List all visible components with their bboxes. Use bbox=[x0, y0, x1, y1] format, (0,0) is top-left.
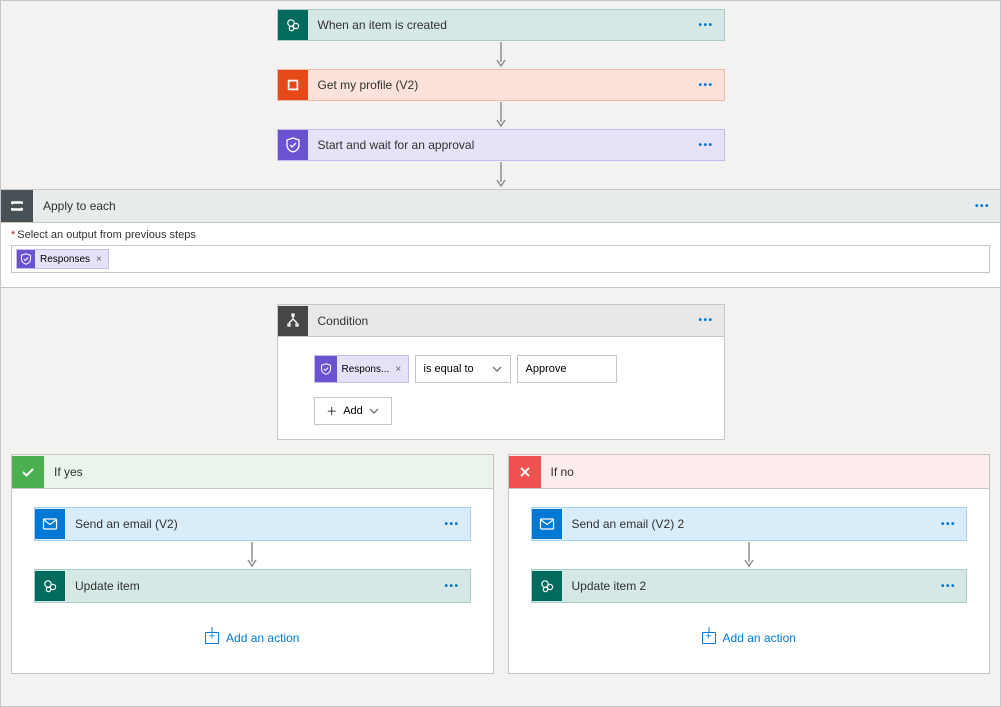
top-flow: When an item is created•••Get my profile… bbox=[1, 1, 1000, 189]
step-email-yes[interactable]: Send an email (V2)••• bbox=[34, 507, 471, 541]
condition-add-button[interactable]: ＋ Add bbox=[314, 397, 392, 425]
add-action-button[interactable]: Add an action bbox=[702, 631, 796, 645]
chevron-down-icon bbox=[492, 366, 502, 372]
check-icon bbox=[12, 456, 44, 488]
ate-token-input[interactable]: Responses × bbox=[11, 245, 990, 273]
arrow-connector bbox=[246, 541, 258, 569]
approval-icon bbox=[17, 250, 35, 268]
condition-value-input[interactable]: Approve bbox=[517, 355, 617, 383]
sharepoint-icon bbox=[278, 10, 308, 40]
add-action-icon bbox=[702, 632, 716, 644]
condition-operator-select[interactable]: is equal to bbox=[415, 355, 511, 383]
arrow-connector bbox=[495, 101, 507, 129]
step-email-no[interactable]: Send an email (V2) 2••• bbox=[531, 507, 968, 541]
condition-row: Respons... × is equal to Approve bbox=[314, 355, 688, 383]
step-title: Send an email (V2) bbox=[65, 517, 434, 531]
loop-icon bbox=[1, 190, 33, 222]
branch-yes-body: Send an email (V2)•••Update item•••Add a… bbox=[12, 489, 493, 673]
step-menu[interactable]: ••• bbox=[688, 140, 723, 151]
branch-no-body: Send an email (V2) 2•••Update item 2•••A… bbox=[509, 489, 990, 673]
apply-to-each-body: *Select an output from previous steps Re… bbox=[1, 223, 1000, 288]
step-menu[interactable]: ••• bbox=[931, 581, 966, 592]
remove-token-icon[interactable]: × bbox=[96, 254, 102, 265]
step-title: Start and wait for an approval bbox=[308, 138, 689, 152]
branch-yes: If yes Send an email (V2)•••Update item•… bbox=[11, 454, 494, 674]
step-update-no[interactable]: Update item 2••• bbox=[531, 569, 968, 603]
sharepoint-icon bbox=[35, 571, 65, 601]
ate-field-label: *Select an output from previous steps bbox=[11, 229, 990, 241]
approval-icon bbox=[315, 356, 337, 382]
branch-yes-header[interactable]: If yes bbox=[12, 455, 493, 489]
condition-card: Condition ••• Respons... × is equal to bbox=[277, 304, 725, 440]
step-menu[interactable]: ••• bbox=[688, 20, 723, 31]
condition-header[interactable]: Condition ••• bbox=[278, 305, 724, 337]
add-action-icon bbox=[205, 632, 219, 644]
condition-body: Respons... × is equal to Approve ＋ Add bbox=[278, 337, 724, 439]
approval-icon bbox=[278, 130, 308, 160]
step-menu[interactable]: ••• bbox=[434, 581, 469, 592]
step-title: Send an email (V2) 2 bbox=[562, 517, 931, 531]
step-update-yes[interactable]: Update item••• bbox=[34, 569, 471, 603]
apply-to-each-menu[interactable]: ••• bbox=[965, 201, 1000, 212]
office-icon bbox=[278, 70, 308, 100]
step-title: Update item bbox=[65, 579, 434, 593]
x-icon bbox=[509, 456, 541, 488]
step-trigger[interactable]: When an item is created••• bbox=[277, 9, 725, 41]
responses-token[interactable]: Responses × bbox=[16, 249, 109, 269]
plus-icon: ＋ bbox=[326, 403, 337, 419]
step-menu[interactable]: ••• bbox=[688, 80, 723, 91]
step-approval[interactable]: Start and wait for an approval••• bbox=[277, 129, 725, 161]
apply-to-each-header[interactable]: Apply to each ••• bbox=[1, 189, 1000, 223]
arrow-connector bbox=[743, 541, 755, 569]
condition-icon bbox=[278, 306, 308, 336]
step-title: Update item 2 bbox=[562, 579, 931, 593]
condition-left-operand[interactable]: Respons... × bbox=[314, 355, 409, 383]
step-menu[interactable]: ••• bbox=[931, 519, 966, 530]
condition-zone: Condition ••• Respons... × is equal to bbox=[1, 288, 1000, 440]
add-action-button[interactable]: Add an action bbox=[205, 631, 299, 645]
branch-no-header[interactable]: If no bbox=[509, 455, 990, 489]
step-title: Get my profile (V2) bbox=[308, 78, 689, 92]
step-profile[interactable]: Get my profile (V2)••• bbox=[277, 69, 725, 101]
outlook-icon bbox=[35, 509, 65, 539]
step-title: When an item is created bbox=[308, 18, 689, 32]
condition-title: Condition bbox=[308, 314, 689, 328]
outlook-icon bbox=[532, 509, 562, 539]
branches: If yes Send an email (V2)•••Update item•… bbox=[1, 440, 1000, 684]
sharepoint-icon bbox=[532, 571, 562, 601]
apply-to-each-title: Apply to each bbox=[33, 199, 965, 213]
remove-token-icon[interactable]: × bbox=[395, 364, 401, 375]
step-menu[interactable]: ••• bbox=[434, 519, 469, 530]
arrow-connector bbox=[495, 161, 507, 189]
branch-no: If no Send an email (V2) 2•••Update item… bbox=[508, 454, 991, 674]
condition-menu[interactable]: ••• bbox=[688, 315, 723, 326]
flow-canvas: When an item is created•••Get my profile… bbox=[0, 0, 1001, 707]
chevron-down-icon bbox=[369, 408, 379, 414]
arrow-connector bbox=[495, 41, 507, 69]
